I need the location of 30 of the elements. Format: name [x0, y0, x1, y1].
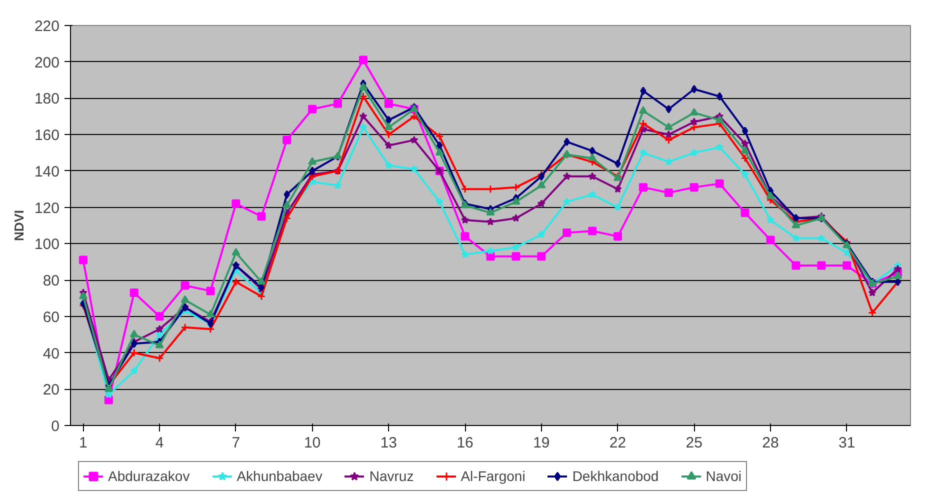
y-tick-label: 140: [34, 163, 60, 180]
y-tick-label: 100: [34, 236, 60, 254]
legend-label: Abdurazakov: [108, 468, 190, 484]
legend-label: Dekhkanobod: [572, 468, 659, 484]
x-tick-label: 31: [838, 434, 856, 452]
x-tick-label: 1: [79, 434, 88, 452]
x-tick-label: 16: [456, 434, 474, 452]
x-tick-label: 10: [304, 434, 321, 452]
x-tick-label: 28: [762, 434, 779, 452]
y-tick-label: 220: [34, 18, 60, 35]
legend-label: Navruz: [369, 468, 414, 484]
x-tick-label: 13: [380, 434, 398, 452]
y-tick-label: 40: [42, 345, 60, 362]
x-tick-label: 19: [533, 434, 550, 452]
y-tick-label: 0: [51, 418, 60, 435]
legend-label: Al-Fargoni: [460, 468, 526, 484]
y-tick-label: 20: [42, 382, 60, 399]
y-tick-label: 180: [34, 90, 60, 108]
y-tick-label: 80: [42, 272, 60, 290]
y-tick-label: 60: [42, 308, 60, 326]
x-tick-label: 7: [232, 434, 240, 452]
y-tick-label: 160: [34, 127, 60, 144]
y-tick-label: 120: [34, 200, 60, 217]
x-tick-label: 22: [609, 434, 626, 452]
y-tick-label: 200: [34, 54, 60, 72]
legend-label: Navoi: [706, 468, 742, 484]
legend-label: Akhunbabaev: [236, 468, 322, 484]
x-tick-label: 4: [155, 434, 164, 452]
y-axis-title: NDVI: [11, 210, 26, 242]
x-tick-label: 25: [686, 434, 702, 452]
